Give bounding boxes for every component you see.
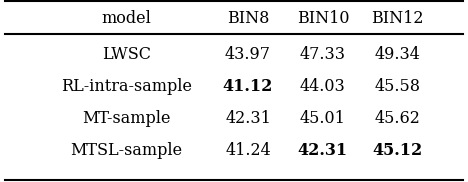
Text: model: model (102, 10, 151, 27)
Text: LWSC: LWSC (102, 46, 151, 63)
Text: 47.33: 47.33 (300, 46, 346, 63)
Text: 41.12: 41.12 (223, 78, 273, 95)
Text: MTSL-sample: MTSL-sample (70, 142, 183, 159)
Text: 45.62: 45.62 (375, 110, 421, 127)
Text: RL-intra-sample: RL-intra-sample (61, 78, 192, 95)
Text: BIN12: BIN12 (372, 10, 424, 27)
Text: 45.01: 45.01 (300, 110, 346, 127)
Text: BIN8: BIN8 (227, 10, 269, 27)
Text: 44.03: 44.03 (300, 78, 346, 95)
Text: 43.97: 43.97 (225, 46, 271, 63)
Text: 49.34: 49.34 (375, 46, 421, 63)
Text: BIN10: BIN10 (297, 10, 349, 27)
Text: 42.31: 42.31 (298, 142, 348, 159)
Text: 41.24: 41.24 (225, 142, 271, 159)
Text: 45.12: 45.12 (373, 142, 423, 159)
Text: 45.58: 45.58 (375, 78, 421, 95)
Text: 42.31: 42.31 (225, 110, 271, 127)
Text: MT-sample: MT-sample (82, 110, 171, 127)
